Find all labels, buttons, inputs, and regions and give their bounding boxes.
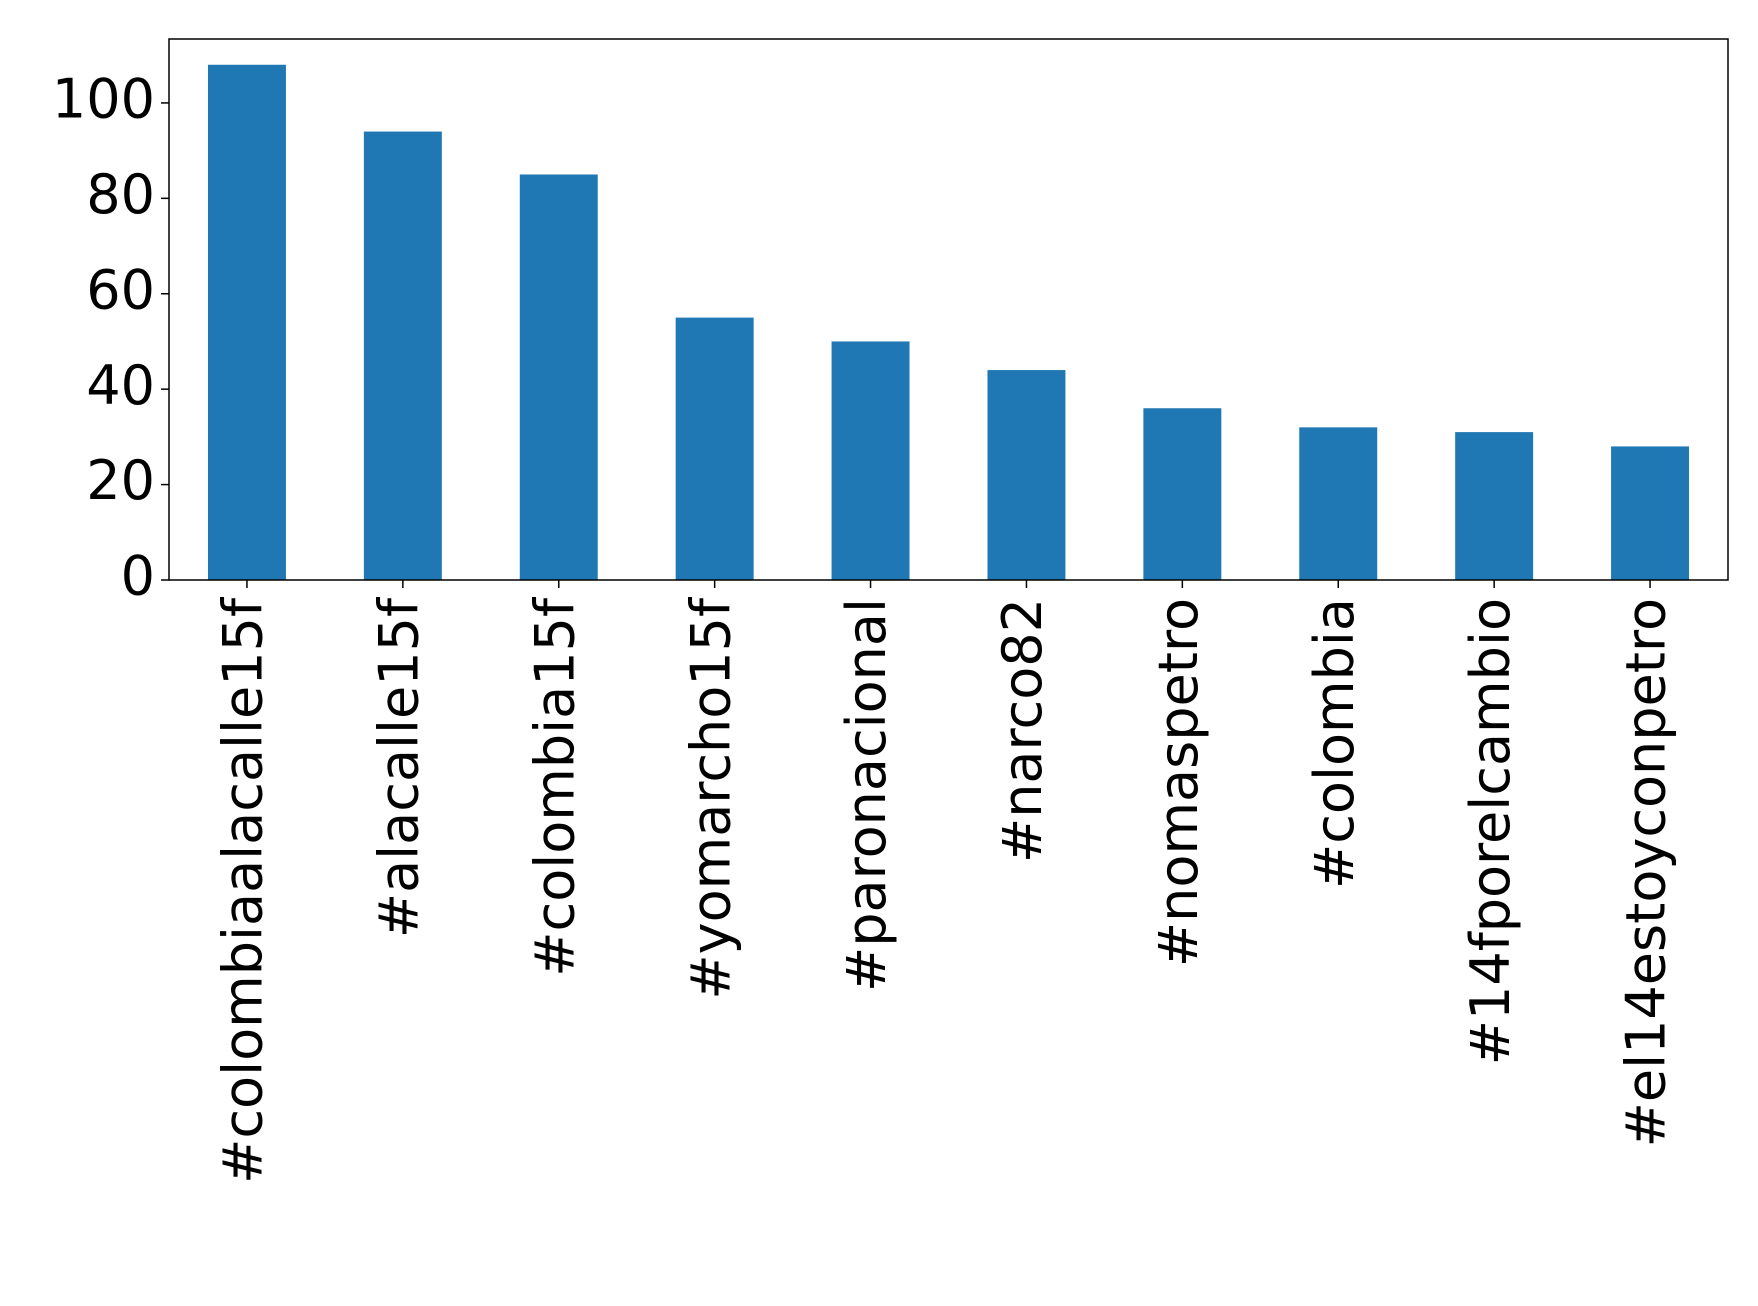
x-tick-label: #colombiaalacalle15f [212,596,275,1184]
bar [1143,408,1222,580]
x-tick-label: #nomaspetro [1147,598,1210,967]
y-tick-label: 60 [86,258,155,321]
x-tick-label: #yomarcho15f [679,596,742,1000]
bar [1455,432,1534,580]
y-tick-label: 20 [86,449,155,512]
y-tick-label: 80 [86,163,155,226]
x-tick-label: #14fporelcambio [1459,598,1522,1065]
y-tick-label: 100 [52,68,155,131]
y-tick-label: 40 [86,354,155,417]
bar [987,370,1066,580]
bar [1611,446,1690,580]
x-tick-label: #paronacional [835,598,898,992]
x-tick-label: #alacalle15f [367,596,430,938]
x-tick-label: #narco82 [991,598,1054,863]
x-tick-label: #el14estoyconpetro [1615,598,1678,1147]
bar [363,131,442,580]
x-tick-label: #colombia15f [523,596,586,977]
bar [519,174,598,581]
y-tick-label: 0 [121,545,155,608]
x-tick-label: #colombia [1303,598,1366,889]
bar [831,341,910,580]
bar [675,317,754,580]
plot-frame [168,38,1729,581]
bar [1299,427,1378,580]
bar [207,64,286,580]
